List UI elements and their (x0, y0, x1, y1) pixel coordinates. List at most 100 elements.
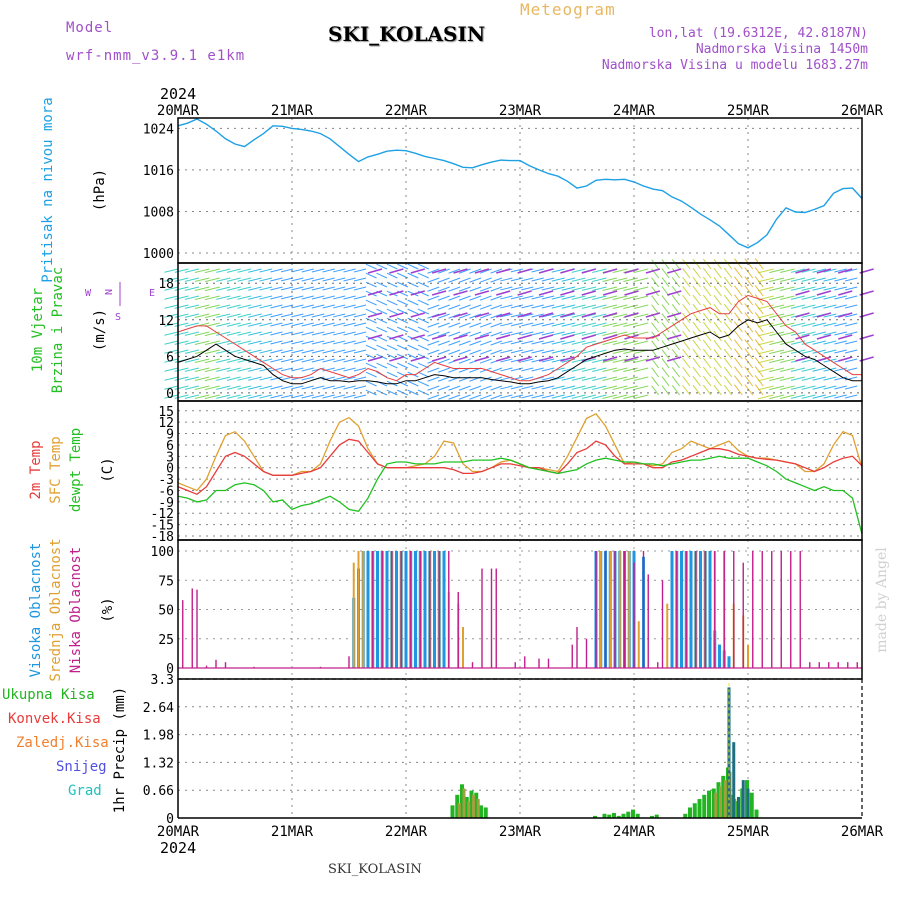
wind-barb (723, 330, 733, 342)
wind-barb (671, 385, 680, 396)
wind-barb (353, 367, 367, 372)
wind-barb (311, 268, 325, 273)
wind-arrow (453, 268, 468, 274)
wind-barb (702, 339, 712, 351)
wind-barb (812, 331, 827, 336)
wind-barb (823, 394, 837, 399)
wind-barb (322, 349, 335, 354)
wind-barb (834, 340, 847, 345)
wind-barb (757, 367, 774, 373)
wind-barb (396, 326, 409, 333)
wind-barb (500, 313, 513, 318)
wind-barb (801, 358, 816, 363)
wind-barb (702, 330, 712, 342)
wind-barb (623, 295, 638, 300)
wind-barb (407, 389, 419, 396)
wind-barb (812, 394, 827, 399)
wind-barb (521, 349, 534, 354)
wind-barb (301, 331, 314, 336)
wind-barb (769, 313, 785, 319)
wind-barb (164, 322, 179, 327)
wind-barb (551, 340, 565, 345)
wind-barb (396, 317, 409, 324)
wind-barb (458, 394, 471, 400)
wind-barb (790, 394, 806, 399)
wind-barb (744, 375, 754, 387)
cloud-low-bar (742, 562, 744, 668)
wind-barb (612, 322, 628, 328)
wind-barb (343, 304, 356, 309)
wind-barb (757, 277, 774, 283)
wind-barb (734, 258, 743, 270)
wind-barb (280, 295, 294, 300)
cloud-low-bar (642, 551, 645, 668)
cloud-low-bar (847, 662, 849, 668)
wind-barb (592, 349, 607, 354)
y-tick-label: -6 (158, 484, 174, 499)
wind-barb (291, 322, 304, 327)
wind-barb (500, 304, 513, 309)
wind-barb (365, 308, 377, 315)
elevation-text: Nadmorska Visina 1450m (695, 42, 868, 57)
wind-barb (551, 286, 565, 291)
wind-barb (801, 304, 816, 309)
wind-barb (561, 376, 576, 381)
wind-barb (769, 277, 785, 283)
wind-barb (692, 294, 701, 306)
wind-barb (458, 286, 471, 292)
wind-barb (723, 357, 733, 369)
wind-barb (479, 286, 492, 292)
wind-arrow (624, 290, 639, 296)
cloud-low-bar (799, 551, 801, 668)
wind-barb (692, 348, 701, 360)
wind-barb (184, 367, 200, 372)
wind-barb (790, 367, 806, 372)
wind-barb (322, 304, 335, 309)
wind-barb (541, 376, 555, 381)
wind-arrow (816, 334, 832, 340)
wind-barb (270, 313, 283, 318)
cloud-low-bar (196, 589, 198, 668)
cloud-low-bar (837, 662, 839, 668)
wind-barb (322, 340, 335, 345)
wind-barb (259, 295, 273, 300)
wind-barb (592, 322, 607, 327)
wind-barb (174, 295, 189, 300)
wind-barb (790, 295, 806, 300)
cloud-low-bar (733, 551, 735, 668)
wind-barb (561, 349, 576, 354)
wind-barb (561, 331, 576, 336)
wind-arrow (517, 268, 532, 274)
wind-barb (194, 277, 210, 282)
wind-barb (661, 367, 670, 378)
wind-barb (834, 304, 847, 309)
wind-barb (623, 286, 638, 291)
wind-barb (479, 268, 492, 274)
wind-barb (226, 394, 241, 399)
wind-barb (291, 358, 304, 363)
wind-barb (633, 394, 649, 399)
wind-barb (521, 304, 534, 309)
cloud-low-bar (419, 551, 421, 668)
wind-barb (343, 313, 356, 318)
wind-barb (612, 394, 628, 400)
precip-conv-bar (472, 794, 475, 818)
precip-total-bar (688, 807, 692, 818)
wind-barb (490, 385, 503, 391)
cloud-low-bar (614, 551, 616, 668)
wind-barb (510, 313, 523, 318)
clouds-ylabel: Srednja Oblacnost (48, 538, 64, 681)
footer-station: SKI_KOLASIN (328, 862, 422, 877)
wind-barb (531, 304, 544, 309)
wind-barb (248, 268, 262, 273)
wind-barb (376, 317, 388, 324)
wind-arrow (474, 268, 490, 274)
wind-barb (844, 331, 858, 336)
wind-barb (702, 267, 712, 279)
wind-barb (259, 304, 273, 309)
wind-barb (612, 367, 628, 373)
wind-barb (823, 277, 837, 282)
wind-barb (301, 295, 314, 300)
cloud-low-bar (657, 662, 659, 668)
wind-barb (541, 322, 555, 327)
